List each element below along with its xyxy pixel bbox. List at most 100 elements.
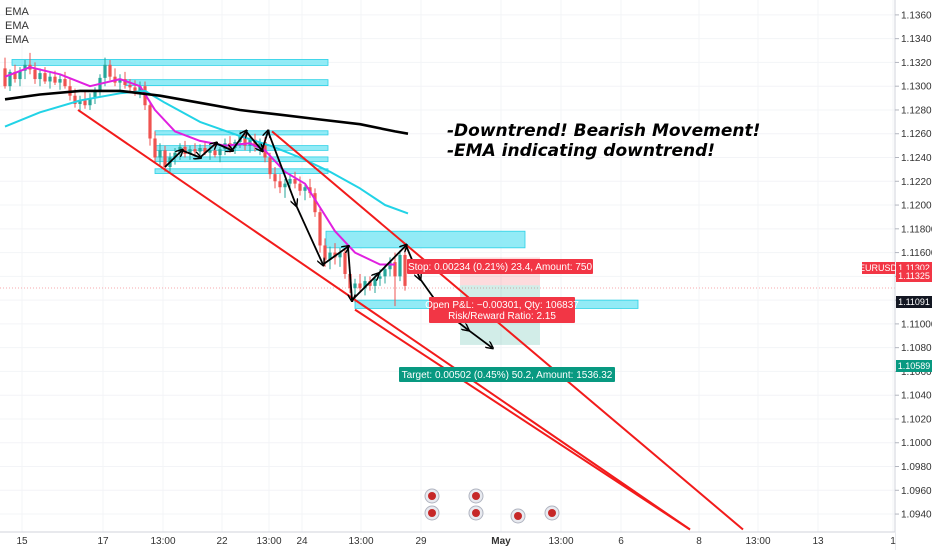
pnl-label-box[interactable] [429, 297, 575, 323]
economic-event-dot [514, 512, 522, 520]
swing-arrow[interactable] [351, 274, 378, 301]
candle-body [218, 149, 222, 156]
support-resistance-zone[interactable] [154, 168, 329, 174]
annotation-text[interactable]: -EMA indicating downtrend! [447, 141, 715, 161]
economic-event-dot [428, 509, 436, 517]
candle-body [128, 85, 132, 88]
ema-mid-line[interactable] [4, 89, 409, 215]
candle-body [398, 254, 402, 277]
candle-body [303, 187, 307, 191]
swing-arrow[interactable] [322, 247, 348, 266]
candle-body [163, 150, 167, 168]
trend-channel-line[interactable] [77, 109, 691, 531]
candle-body [243, 136, 247, 146]
y-tick-label: 1.11000 [901, 319, 932, 330]
stop-label-text: Stop: 0.00234 (0.21%) 23.4, Amount: 750 [408, 262, 592, 273]
candle-body [208, 150, 212, 153]
economic-event-dot [472, 509, 480, 517]
risk-reward-text: Risk/Reward Ratio: 2.15 [448, 311, 556, 322]
candle-body [193, 149, 197, 152]
annotation-layer: -Downtrend! Bearish Movement!-EMA indica… [447, 121, 760, 161]
swing-arrow[interactable] [231, 131, 246, 151]
support-resistance-zone[interactable] [325, 230, 526, 249]
candle-body [118, 79, 122, 83]
price-tag-text: 1.11302 [898, 263, 930, 273]
x-tick-label: 17 [97, 536, 109, 547]
x-tick-label: May [491, 536, 511, 547]
swing-arrow[interactable] [347, 246, 352, 300]
candle-body [288, 178, 292, 184]
y-tick-label: 1.11800 [901, 224, 932, 235]
x-tick-label: 13 [812, 536, 824, 547]
y-tick-label: 1.10400 [901, 391, 932, 402]
support-resistance-zone[interactable] [125, 79, 329, 87]
y-tick-label: 1.13600 [901, 10, 932, 21]
candle-body [373, 278, 377, 286]
candle-body [298, 183, 302, 191]
swing-arrow[interactable] [467, 329, 492, 348]
economic-event-dot [428, 492, 436, 500]
y-tick-label: 1.09800 [901, 462, 932, 473]
candle-body [148, 105, 152, 139]
legend-layer: EMA EMA EMA [5, 6, 30, 46]
x-tick-label: 13:00 [548, 536, 573, 547]
swing-arrow[interactable] [267, 131, 296, 205]
candle-body [48, 76, 52, 82]
legend-ema-label[interactable]: EMA [5, 20, 30, 32]
candle-body [368, 281, 372, 286]
candle-body [158, 150, 162, 158]
x-tick-label: 6 [618, 536, 624, 547]
legend-ema-label[interactable]: EMA [5, 6, 30, 18]
candle-body [328, 252, 332, 260]
candle-body [53, 76, 57, 83]
price-tag-box [896, 296, 932, 308]
target-label-box[interactable] [399, 367, 615, 382]
candle-body [293, 178, 297, 184]
y-tick-label: 1.13000 [901, 82, 932, 93]
trend-channel-line[interactable] [271, 130, 744, 531]
stop-label-box[interactable] [407, 259, 593, 274]
x-tick-label: 24 [296, 536, 308, 547]
swing-arrow[interactable] [295, 204, 323, 264]
candle-body [358, 283, 362, 289]
candle-body [18, 70, 22, 80]
candle-body [103, 64, 107, 78]
candle-body [78, 100, 82, 105]
candle-body [133, 87, 137, 91]
x-tick-label: 13:00 [256, 536, 281, 547]
swing-arrow[interactable] [181, 149, 200, 157]
candle-body [23, 64, 27, 71]
candle-body [8, 71, 12, 87]
ema-slow-line[interactable] [4, 89, 409, 135]
candle-body [268, 157, 272, 175]
legend-ema-label[interactable]: EMA [5, 34, 30, 46]
swing-arrow[interactable] [199, 143, 216, 159]
candle-body [183, 146, 187, 154]
y-tick-label: 1.09400 [901, 510, 932, 521]
swing-arrow[interactable] [215, 142, 232, 150]
trend-channel-line[interactable] [354, 308, 691, 531]
candle-body [203, 147, 207, 153]
price-tag-box [896, 360, 932, 372]
candle-body [378, 276, 382, 279]
y-tick-label: 1.12400 [901, 153, 932, 164]
y-tick-label: 1.10000 [901, 438, 932, 449]
candle-body [363, 281, 367, 289]
pnl-label-text: Open P&L: −0.00301, Qty: 106837 [425, 300, 579, 311]
swing-arrow[interactable] [377, 245, 406, 275]
x-tick-label: 13:00 [348, 536, 373, 547]
swing-arrow[interactable] [261, 131, 268, 151]
candle-body [38, 73, 42, 80]
support-resistance-zone[interactable] [11, 59, 329, 66]
y-tick-label: 1.10600 [901, 367, 932, 378]
x-tick-label: 1 [890, 536, 896, 547]
candle-body [3, 68, 7, 87]
y-tick-label: 1.13200 [901, 58, 932, 69]
swing-arrow[interactable] [245, 130, 262, 150]
swing-arrow[interactable] [164, 150, 182, 168]
candle-body [43, 73, 47, 82]
annotation-text[interactable]: -Downtrend! Bearish Movement! [447, 121, 760, 141]
